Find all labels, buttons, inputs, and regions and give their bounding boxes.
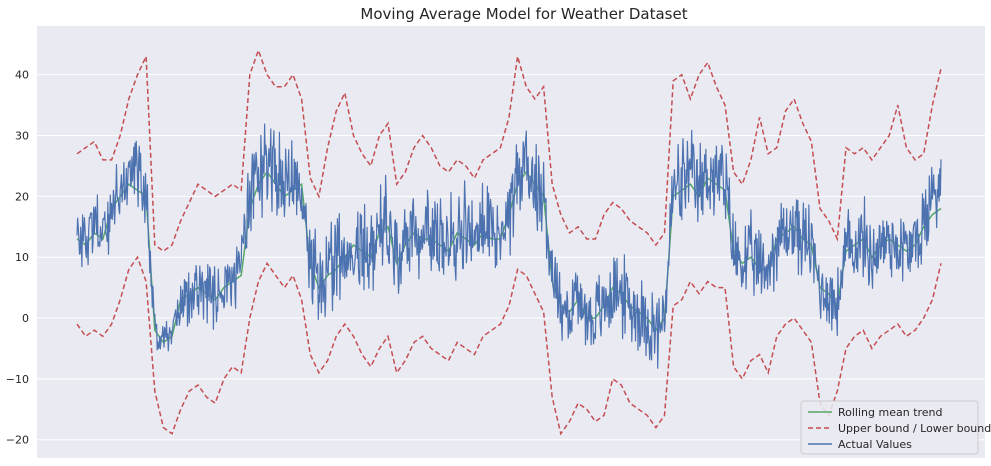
y-tick-labels: −20 −10 0 10 20 30 40: [6, 69, 29, 447]
series-upper-bound-line: [76, 48, 942, 253]
legend-label-actual: Actual Values: [838, 438, 912, 451]
y-tick-label: 10: [15, 251, 29, 264]
chart-title: Moving Average Model for Weather Dataset: [360, 5, 687, 23]
legend-label-rolling-mean: Rolling mean trend: [838, 406, 943, 419]
y-tick-label: −10: [6, 373, 29, 386]
legend-box: [800, 400, 979, 455]
y-tick-label: 30: [15, 130, 29, 143]
series-layer: [76, 48, 942, 436]
series-lower-bound-line: [76, 255, 942, 436]
legend: Rolling mean trend Upper bound / Lower b…: [800, 400, 991, 455]
y-tick-label: 40: [15, 69, 29, 82]
legend-label-bounds: Upper bound / Lower bound: [838, 422, 991, 435]
y-tick-label: −20: [6, 434, 29, 447]
series-actual-values-line: [76, 123, 942, 369]
plot-area: [37, 26, 985, 458]
y-tick-label: 20: [15, 190, 29, 203]
y-tick-label: 0: [22, 312, 29, 325]
